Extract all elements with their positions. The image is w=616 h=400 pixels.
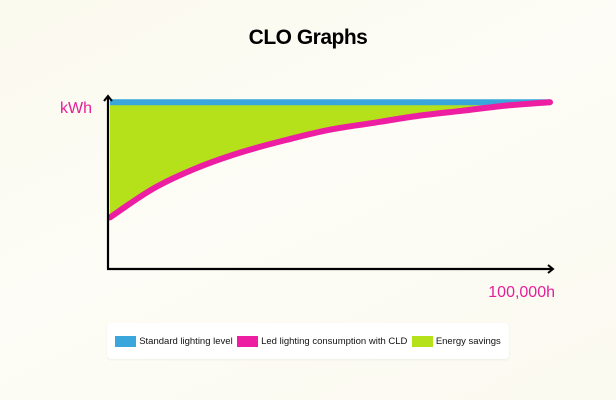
legend-item-led: Led lighting consumption with CLD [237, 335, 408, 347]
legend-label-led: Led lighting consumption with CLD [261, 335, 408, 347]
legend-swatch-standard [115, 335, 137, 347]
legend-label-standard: Standard lighting level [139, 335, 233, 347]
chart-title: CLO Graphs [248, 26, 368, 49]
legend-item-standard: Standard lighting level [115, 335, 233, 347]
series-energy-savings-area [110, 102, 550, 218]
x-axis-label: 100,000h [488, 284, 555, 301]
legend-label-savings: Energy savings [435, 335, 501, 347]
chart-legend: Standard lighting level Led lighting con… [107, 323, 509, 359]
legend-swatch-led [237, 335, 259, 347]
legend-item-savings: Energy savings [411, 335, 501, 347]
y-axis-label: kWh [60, 100, 92, 117]
series-led-consumption-line [107, 99, 553, 221]
legend-swatch-savings [411, 335, 433, 347]
